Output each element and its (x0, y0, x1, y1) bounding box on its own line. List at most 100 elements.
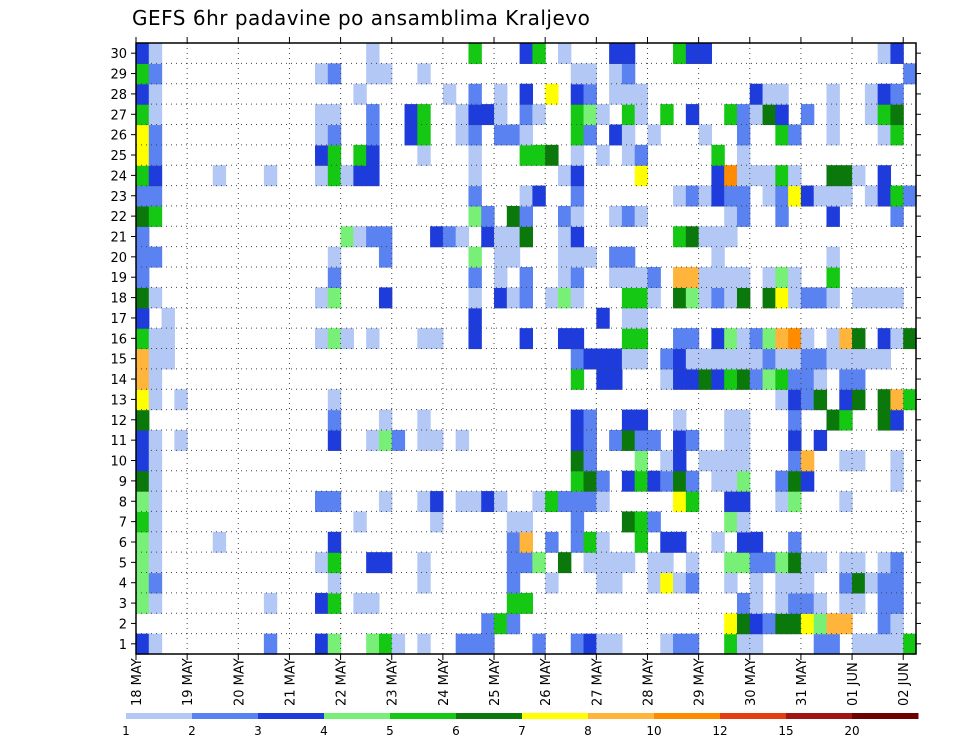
heatmap-cell (634, 144, 649, 166)
y-tick-label: 23 (110, 190, 127, 205)
colorbar-label: 4 (320, 724, 328, 738)
heatmap-cell (545, 144, 559, 166)
heatmap-cell (468, 205, 482, 227)
heatmap-cell (762, 83, 776, 105)
heatmap-cell (775, 572, 789, 594)
heatmap-cell (634, 511, 649, 533)
heatmap-cell (583, 429, 597, 451)
colorbar-label: 5 (386, 724, 394, 738)
heatmap-cell (570, 165, 585, 187)
colorbar-segment (786, 713, 853, 719)
heatmap-cell (736, 328, 751, 350)
heatmap-cell (455, 633, 470, 655)
heatmap-cell (698, 348, 713, 370)
heatmap-cell (557, 287, 572, 309)
heatmap-cell (698, 287, 713, 309)
heatmap-cell (148, 348, 163, 370)
heatmap-cell (609, 348, 623, 370)
heatmap-cell (557, 267, 572, 288)
heatmap-cell (327, 633, 342, 655)
heatmap-cell (315, 552, 329, 574)
heatmap-cell (148, 491, 163, 513)
heatmap-cell (826, 104, 840, 126)
heatmap-cell (532, 491, 546, 513)
heatmap-cell (775, 328, 789, 350)
heatmap-cell (315, 633, 329, 655)
heatmap-cell (839, 328, 853, 350)
heatmap-cell (621, 348, 636, 370)
heatmap-cell (148, 185, 163, 207)
heatmap-cell (788, 124, 802, 146)
heatmap-cell (736, 185, 751, 207)
heatmap-cell (736, 511, 751, 533)
heatmap-cell (724, 633, 738, 655)
heatmap-cell (800, 368, 815, 390)
heatmap-cell (136, 592, 150, 614)
heatmap-cell (366, 124, 380, 146)
plot-frame (135, 42, 917, 655)
x-tick-label: 02 JUN (897, 662, 912, 706)
heatmap-cell (724, 185, 738, 207)
heatmap-cell (417, 429, 431, 451)
heatmap-cell (327, 63, 342, 85)
y-tick-label: 22 (110, 210, 127, 225)
heatmap-cell (736, 124, 751, 146)
heatmap-cell (736, 552, 751, 574)
heatmap-cell (570, 633, 585, 655)
heatmap-cell (468, 491, 482, 513)
colorbar-label: 8 (584, 724, 592, 738)
heatmap-cell (404, 124, 418, 146)
x-tick-label: 24 MAY (437, 658, 452, 706)
heatmap-cell (685, 287, 700, 309)
heatmap-cell (800, 613, 815, 635)
heatmap-cell (660, 368, 674, 390)
heatmap-cell (762, 165, 776, 187)
heatmap-cell (327, 531, 342, 553)
heatmap-cell (749, 328, 764, 350)
heatmap-cell (839, 572, 853, 594)
heatmap-cell (826, 613, 840, 635)
heatmap-cell (557, 491, 572, 513)
heatmap-cell (647, 287, 661, 309)
heatmap-cell (736, 348, 751, 370)
heatmap-cell (506, 205, 521, 227)
heatmap-cell (506, 246, 521, 268)
heatmap-cell (826, 246, 840, 268)
heatmap-cell (877, 124, 892, 146)
heatmap-cell (468, 246, 482, 268)
heatmap-cell (148, 104, 163, 126)
heatmap-cell (609, 368, 623, 390)
heatmap-cell (736, 491, 751, 513)
heatmap-cell (609, 43, 623, 64)
heatmap-cell (430, 429, 444, 451)
y-tick-label: 1 (119, 638, 127, 653)
heatmap-cell (570, 226, 585, 248)
heatmap-cell (826, 83, 840, 105)
heatmap-cell (749, 348, 764, 370)
x-tick-label: 25 MAY (488, 658, 503, 706)
heatmap-cell (685, 328, 700, 350)
heatmap-cell (557, 205, 572, 227)
heatmap-cell (570, 348, 585, 370)
heatmap-cell (557, 226, 572, 248)
heatmap-cell (775, 124, 789, 146)
heatmap-cell (762, 328, 776, 350)
heatmap-cell (315, 165, 329, 187)
heatmap-cell (685, 491, 700, 513)
heatmap-cell (673, 450, 687, 472)
heatmap-cell (736, 368, 751, 390)
heatmap-cell (570, 368, 585, 390)
heatmap-cell (583, 63, 597, 85)
heatmap-cell (621, 267, 636, 288)
heatmap-cell (724, 348, 738, 370)
heatmap-cell (481, 226, 495, 248)
heatmap-cell (494, 613, 508, 635)
heatmap-cell (557, 43, 572, 64)
heatmap-cell (634, 307, 649, 329)
heatmap-cell (775, 613, 789, 635)
heatmap-cell (340, 328, 354, 350)
heatmap-cell (839, 368, 853, 390)
heatmap-cell (826, 165, 840, 187)
heatmap-cell (685, 267, 700, 288)
heatmap-cell (788, 267, 802, 288)
